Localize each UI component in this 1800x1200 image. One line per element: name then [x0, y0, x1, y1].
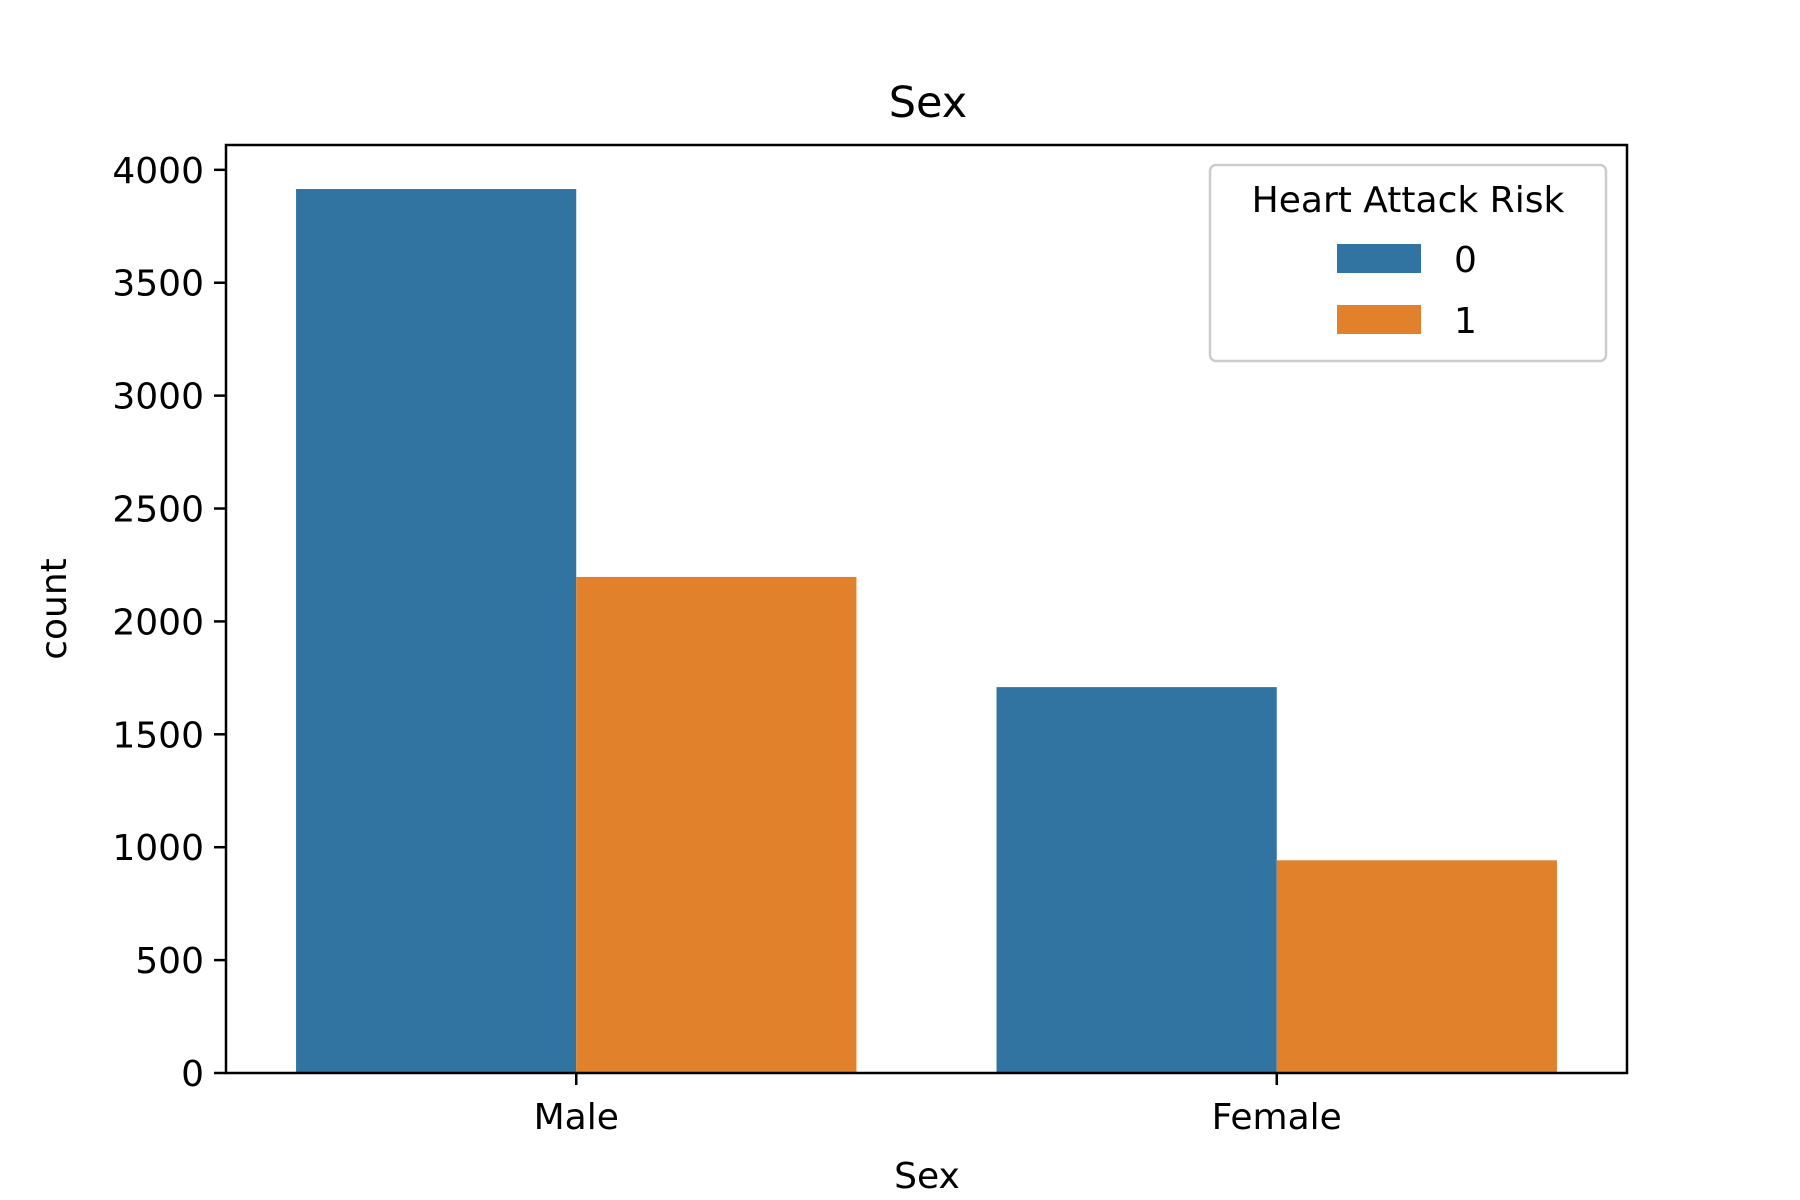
y-tick-label: 4000	[112, 151, 204, 192]
bar-female-series-1	[1276, 860, 1557, 1073]
bar-male-series-0	[296, 189, 577, 1074]
x-axis-title: Sex	[894, 1156, 960, 1197]
x-tick-label-female: Female	[1212, 1097, 1342, 1138]
legend-swatch-series-0	[1337, 244, 1421, 273]
legend-swatch-series-1	[1337, 305, 1421, 334]
y-tick-label: 0	[181, 1054, 204, 1095]
legend: Heart Attack Risk 01	[1208, 163, 1608, 363]
bars-layer	[296, 189, 1557, 1074]
bar-female-series-0	[996, 687, 1277, 1073]
legend-label-series-1: 1	[1454, 301, 1477, 342]
x-axis: Male Female	[534, 1073, 1342, 1138]
legend-label-series-0: 0	[1454, 240, 1477, 281]
y-tick-label: 1000	[112, 828, 204, 869]
legend-entries: 01	[1337, 240, 1477, 342]
y-axis: 0 500 1000 1500 2000 2500 3000 3500 4000	[112, 151, 226, 1095]
x-tick-label-male: Male	[534, 1097, 619, 1138]
plot-frame	[224, 143, 1629, 1075]
y-tick-label: 3000	[112, 377, 204, 418]
y-tick-label: 500	[135, 941, 204, 982]
y-axis-title: count	[34, 558, 75, 660]
legend-title: Heart Attack Risk	[1252, 180, 1565, 221]
y-tick-label: 3500	[112, 264, 204, 305]
y-tick-label: 2000	[112, 602, 204, 643]
y-tick-label: 2500	[112, 490, 204, 531]
chart-title: Sex	[889, 78, 967, 128]
y-tick-label: 1500	[112, 715, 204, 756]
bar-male-series-1	[576, 576, 857, 1073]
